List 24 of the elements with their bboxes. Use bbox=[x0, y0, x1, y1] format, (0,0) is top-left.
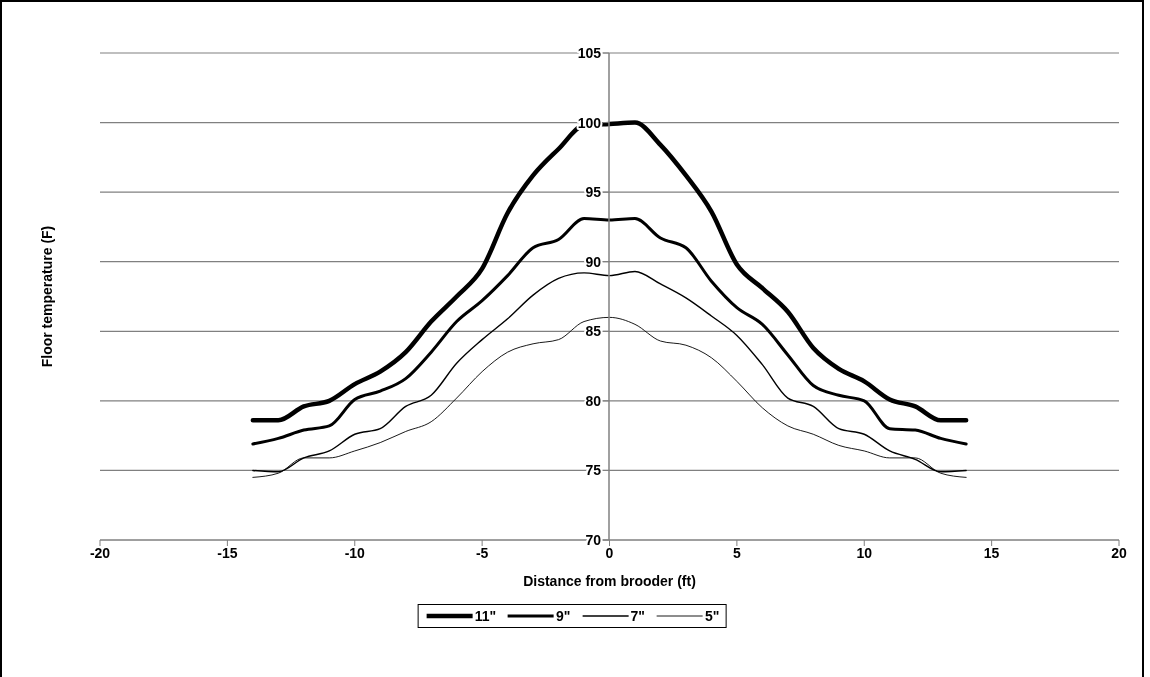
x-tick-label: -15 bbox=[217, 544, 238, 561]
legend-label: 5" bbox=[704, 608, 720, 624]
y-tick-label: 75 bbox=[585, 462, 602, 479]
legend-label: 7" bbox=[630, 608, 645, 624]
x-tick-label: 15 bbox=[983, 544, 1000, 561]
x-tick-label: 5 bbox=[732, 544, 741, 561]
x-tick-label: 10 bbox=[856, 544, 873, 561]
legend-label: 9" bbox=[556, 608, 571, 624]
x-axis-title: Distance from brooder (ft) bbox=[523, 573, 696, 589]
x-tick-label: -20 bbox=[89, 544, 111, 561]
y-tick-label: 70 bbox=[585, 532, 602, 548]
y-axis-title: Floor temperature (F) bbox=[39, 225, 55, 368]
line-series bbox=[250, 120, 969, 423]
legend-label: 11" bbox=[474, 608, 497, 624]
line-series bbox=[251, 217, 968, 446]
y-tick-label: 85 bbox=[585, 323, 602, 340]
x-tick-label: -10 bbox=[344, 544, 366, 561]
x-tick-label: -5 bbox=[475, 544, 489, 561]
y-tick-label: 95 bbox=[585, 184, 602, 201]
x-tick-label: 20 bbox=[1111, 544, 1127, 561]
x-tick-label: 0 bbox=[605, 544, 614, 561]
y-tick-label: 105 bbox=[577, 45, 602, 61]
y-tick-label: 90 bbox=[585, 253, 602, 270]
y-tick-label: 80 bbox=[585, 392, 602, 409]
